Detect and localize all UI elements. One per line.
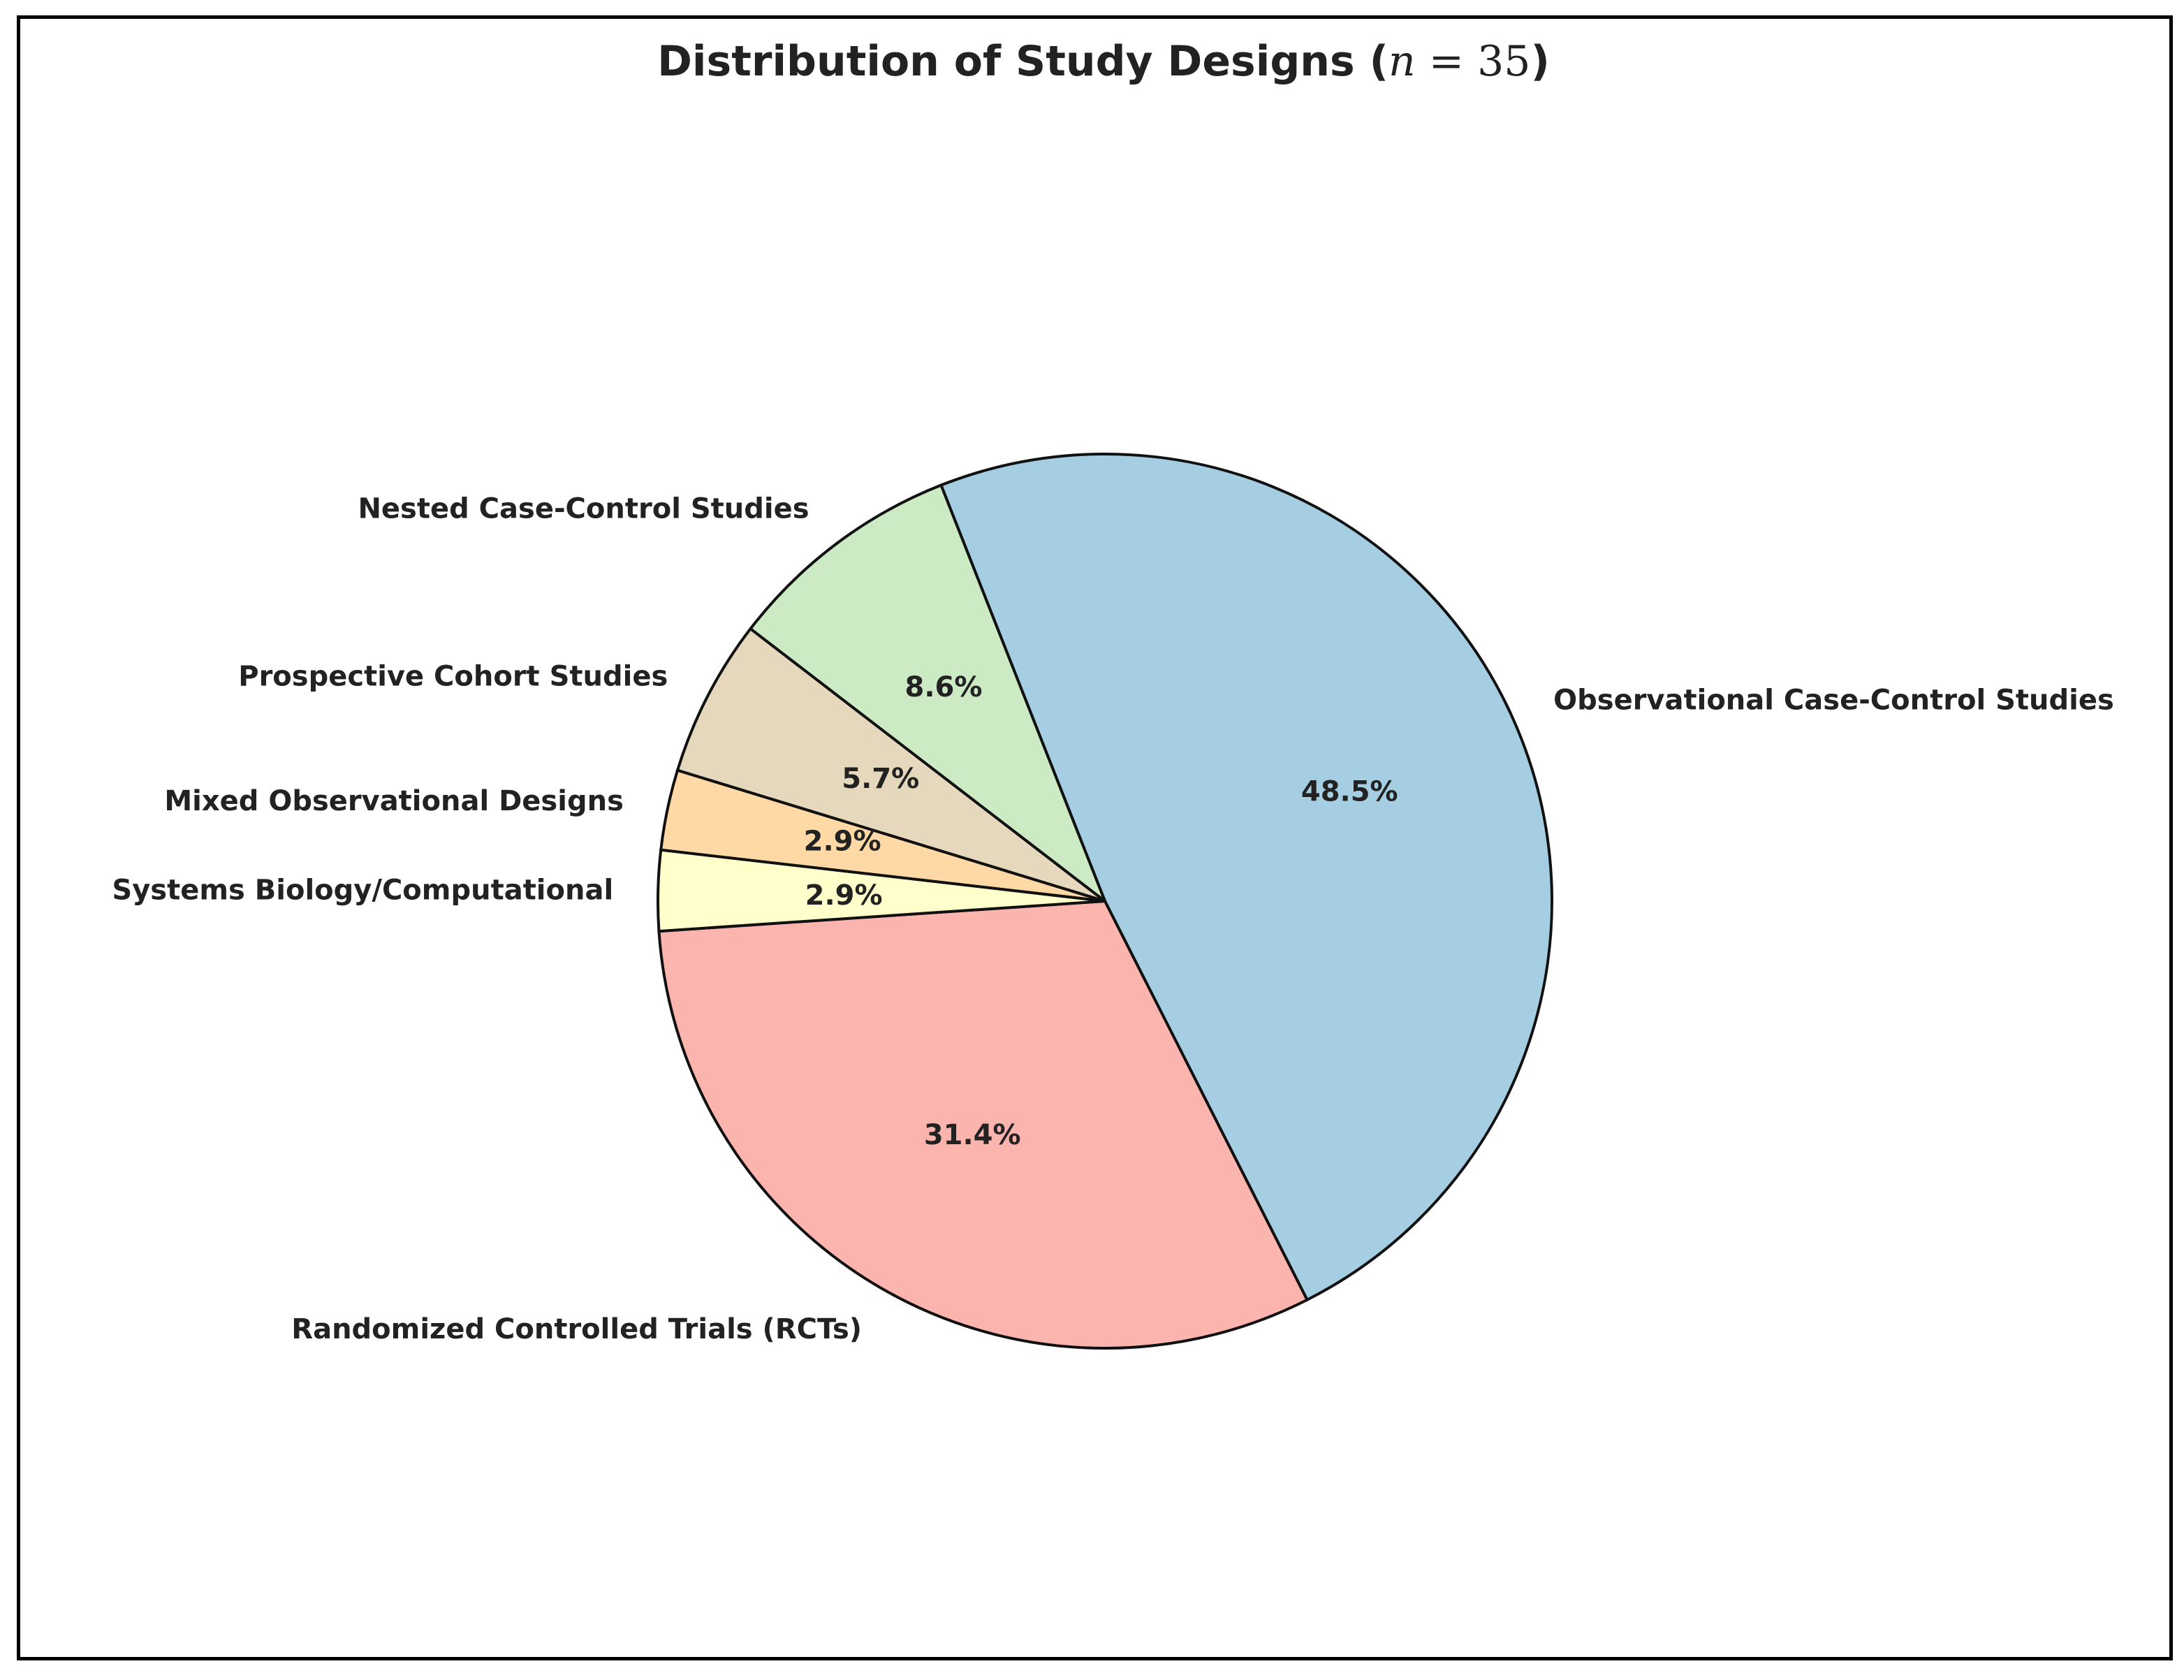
percent-label-5: 5.7% bbox=[842, 763, 919, 795]
pie-slice-1 bbox=[939, 453, 1553, 1302]
category-labels: Observational Case-Control Studies Random… bbox=[112, 493, 2113, 1345]
pie-slices bbox=[657, 453, 1553, 1350]
category-label-4: Mixed Observational Designs bbox=[164, 785, 624, 817]
percent-labels: 48.5% 31.4% 2.9% 2.9% 5.7% 8.6% bbox=[804, 671, 1398, 1151]
pie-slice-2 bbox=[657, 899, 1310, 1350]
chart-title: Distribution of Study Designs (n = 35) bbox=[657, 37, 1550, 86]
pie-slice-5 bbox=[675, 627, 1106, 903]
percent-label-2: 31.4% bbox=[924, 1119, 1021, 1151]
category-label-5: Prospective Cohort Studies bbox=[238, 660, 668, 692]
category-label-1: Observational Case-Control Studies bbox=[1553, 684, 2114, 716]
category-label-6: Nested Case-Control Studies bbox=[358, 493, 809, 525]
percent-label-1: 48.5% bbox=[1301, 776, 1398, 808]
percent-label-6: 8.6% bbox=[905, 671, 983, 703]
percent-label-4: 2.9% bbox=[804, 825, 881, 857]
pie-slice-6 bbox=[748, 483, 1108, 905]
category-label-2: Randomized Controlled Trials (RCTs) bbox=[291, 1313, 862, 1345]
category-label-3: Systems Biology/Computational bbox=[112, 874, 613, 906]
percent-label-3: 2.9% bbox=[805, 879, 883, 912]
